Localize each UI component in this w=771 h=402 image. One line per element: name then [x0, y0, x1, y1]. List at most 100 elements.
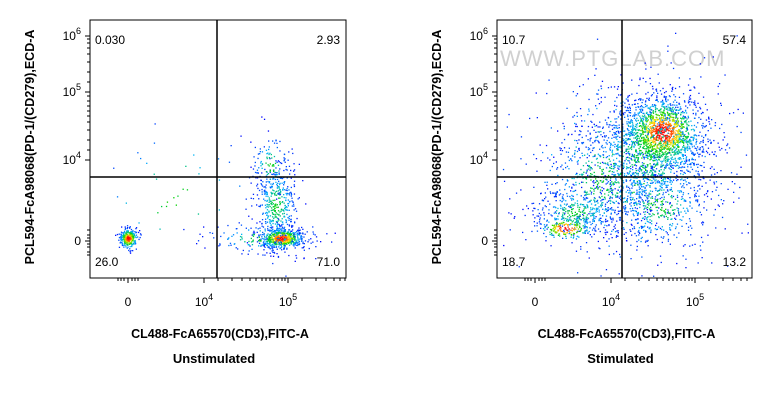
data-point: [611, 191, 613, 194]
data-point: [675, 152, 677, 154]
data-point: [622, 167, 624, 170]
data-point: [677, 109, 680, 111]
data-point: [644, 128, 646, 130]
data-point: [677, 179, 679, 181]
data-point: [288, 189, 290, 191]
data-point: [302, 228, 304, 230]
data-point: [656, 96, 658, 99]
data-point: [682, 245, 685, 247]
data-point: [619, 217, 621, 219]
data-point: [605, 233, 607, 236]
data-point: [612, 201, 614, 203]
x-axis-label: CL488-FcA65570(CD3),FITC-A: [131, 327, 309, 341]
data-point: [553, 227, 555, 229]
data-point: [709, 139, 711, 141]
data-point: [642, 174, 645, 177]
data-point: [661, 136, 663, 138]
data-point: [680, 179, 682, 181]
data-point: [636, 189, 638, 191]
data-point: [644, 152, 646, 155]
data-point: [683, 126, 685, 128]
data-point: [634, 159, 636, 161]
data-point: [271, 219, 274, 222]
data-point: [279, 191, 282, 193]
data-point: [685, 105, 687, 107]
data-point: [280, 208, 283, 211]
data-point: [649, 123, 651, 125]
data-point: [643, 173, 646, 175]
data-point: [641, 101, 643, 104]
data-point: [121, 235, 123, 238]
data-point: [640, 111, 643, 113]
data-point: [657, 144, 659, 146]
data-point: [642, 166, 644, 168]
data-point: [236, 232, 238, 234]
data-point: [595, 181, 597, 184]
data-point: [633, 202, 635, 204]
data-point: [646, 196, 648, 198]
data-point: [671, 88, 674, 91]
data-point: [543, 232, 545, 235]
data-point: [677, 120, 680, 122]
data-point: [635, 167, 637, 170]
data-point: [265, 149, 268, 151]
data-point: [563, 213, 566, 216]
data-point: [253, 232, 256, 234]
data-point: [674, 158, 676, 160]
data-point: [260, 240, 262, 242]
data-point: [260, 179, 262, 181]
data-point: [690, 120, 692, 122]
data-point: [263, 238, 265, 240]
data-point: [537, 215, 540, 217]
data-point: [203, 226, 205, 228]
data-point: [624, 205, 626, 207]
data-point: [133, 234, 135, 236]
data-point: [629, 135, 631, 137]
data-point: [275, 232, 277, 234]
data-point: [582, 215, 585, 217]
data-point: [623, 207, 625, 210]
data-point: [679, 218, 681, 221]
data-point: [281, 246, 283, 248]
data-point: [266, 234, 268, 236]
data-point: [270, 235, 272, 237]
data-point: [670, 104, 672, 106]
data-point: [581, 152, 583, 154]
data-point: [666, 158, 668, 160]
data-point: [277, 237, 279, 240]
data-point: [630, 175, 632, 177]
data-point: [288, 215, 290, 217]
data-point: [660, 118, 662, 120]
data-point: [635, 114, 637, 116]
data-point: [677, 149, 680, 151]
data-point: [630, 133, 632, 135]
data-point: [682, 139, 684, 141]
data-point: [132, 234, 134, 236]
data-point: [554, 228, 557, 230]
data-point: [658, 134, 660, 136]
data-point: [689, 138, 691, 141]
data-point: [630, 134, 632, 137]
data-point: [262, 231, 264, 234]
data-point: [303, 257, 305, 259]
data-point: [595, 208, 597, 210]
data-point: [293, 193, 296, 195]
data-point: [284, 158, 286, 160]
data-point: [683, 112, 686, 114]
data-point: [586, 197, 589, 199]
data-point: [663, 130, 665, 132]
data-point: [656, 147, 658, 149]
data-point: [273, 217, 275, 219]
data-point: [230, 145, 232, 147]
data-point: [285, 206, 287, 208]
data-point: [727, 143, 729, 145]
data-point: [611, 173, 613, 175]
data-point: [684, 116, 686, 118]
data-point: [680, 131, 682, 133]
data-point: [617, 135, 619, 137]
data-point: [663, 126, 665, 128]
data-point: [679, 157, 681, 159]
data-point: [622, 201, 625, 203]
data-point: [665, 191, 667, 193]
data-point: [218, 245, 220, 247]
